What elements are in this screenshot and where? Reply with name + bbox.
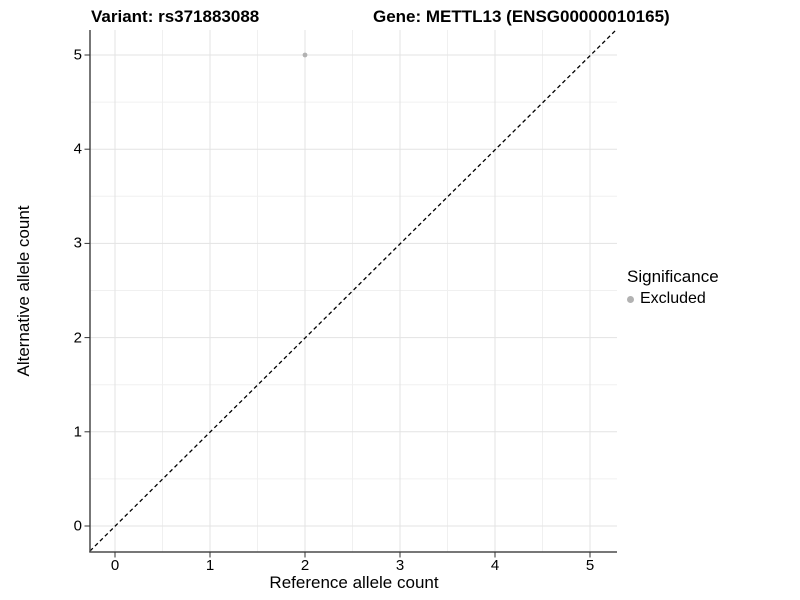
y-tick-label-3: 3 <box>73 234 82 252</box>
x-tick-label-0: 0 <box>110 557 120 574</box>
identity-dashed-line <box>89 29 617 552</box>
legend: Significance Excluded <box>627 267 719 308</box>
y-tick-label-0: 0 <box>73 517 82 535</box>
tick-marks <box>84 54 591 558</box>
legend-marker-icon <box>627 295 634 303</box>
legend-item-excluded: Excluded <box>627 290 719 308</box>
x-axis-title: Reference allele count <box>269 573 439 592</box>
chart-title-gene: Gene: METTL13 (ENSG00000010165) <box>373 7 670 26</box>
legend-item-label: Excluded <box>640 290 706 307</box>
major-gridlines <box>90 30 617 552</box>
data-point-excluded <box>302 52 308 58</box>
x-tick-label-5: 5 <box>585 557 595 574</box>
chart-title-variant: Variant: rs371883088 <box>91 7 260 26</box>
y-tick-label-5: 5 <box>73 46 82 64</box>
x-tick-label-3: 3 <box>395 557 405 574</box>
legend-title: Significance <box>627 267 719 286</box>
y-tick-label-2: 2 <box>73 329 82 347</box>
y-tick-label-4: 4 <box>73 140 82 158</box>
y-axis-title: Alternative allele count <box>14 205 33 377</box>
axis-lines <box>89 30 617 553</box>
x-tick-label-2: 2 <box>300 557 310 574</box>
x-tick-label-1: 1 <box>205 557 215 574</box>
x-tick-label-4: 4 <box>490 557 500 574</box>
y-tick-label-1: 1 <box>73 423 82 441</box>
minor-gridlines <box>90 30 617 552</box>
